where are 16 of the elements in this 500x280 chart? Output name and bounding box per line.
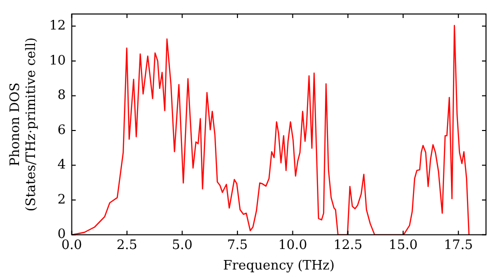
x-axis-title: Frequency (THz) [223, 258, 335, 274]
x-tick-label: 2.5 [116, 238, 138, 253]
y-tick-label: 10 [49, 53, 66, 68]
y-tick-label: 6 [57, 122, 66, 138]
y-tick-label: 8 [57, 88, 66, 104]
x-tick-label: 7.5 [227, 238, 248, 253]
x-tick-label: 10.0 [278, 238, 308, 253]
x-tick-label: 5.0 [172, 238, 193, 253]
y-axis-title: Phonon DOS (States/THz·primitive cell) [8, 37, 39, 212]
x-tick-label: 17.5 [444, 238, 473, 253]
y-tick-label: 2 [57, 192, 66, 208]
y-tick-label: 4 [57, 158, 66, 173]
x-tick-label: 15.0 [388, 238, 418, 253]
x-tick-label: 0.0 [61, 238, 82, 253]
x-tick-label: 12.5 [333, 238, 362, 253]
y-tick-label: 12 [49, 18, 66, 34]
